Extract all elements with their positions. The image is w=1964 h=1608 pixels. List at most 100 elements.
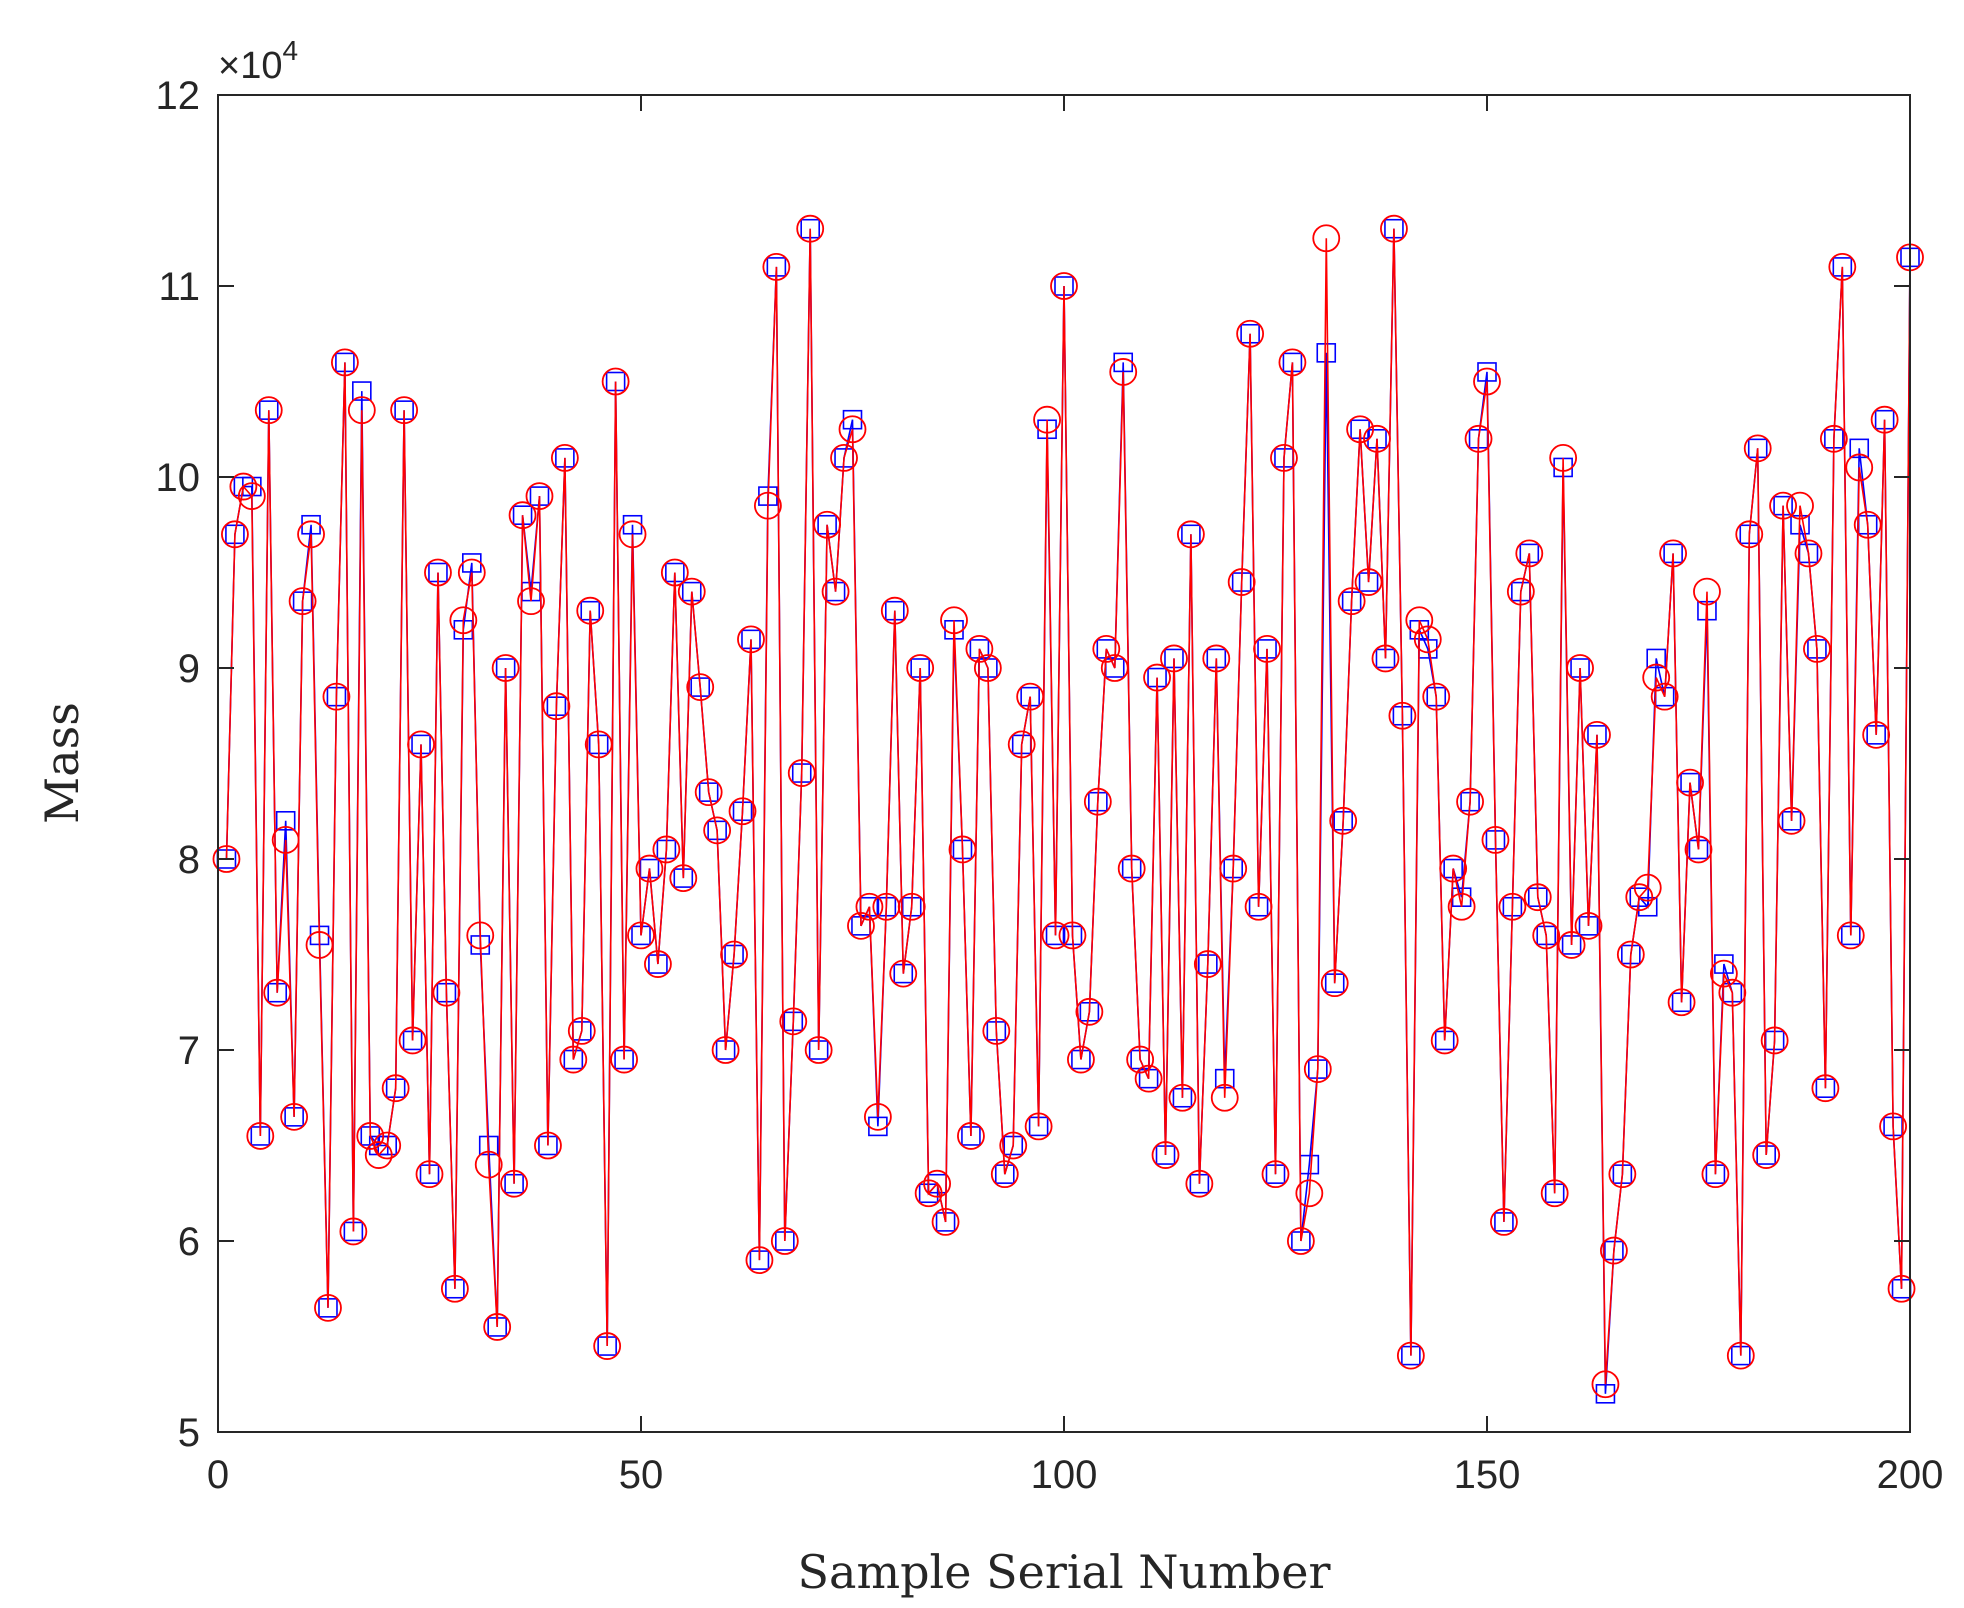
data-point-circle: [1405, 606, 1434, 635]
data-point-circle: [838, 415, 867, 444]
data-point-circle: [1388, 701, 1417, 730]
data-point-circle: [1092, 635, 1121, 663]
data-point-circle: [1718, 978, 1747, 1007]
data-point-circle: [1168, 1083, 1197, 1112]
data-point-circle: [957, 1122, 985, 1150]
data-point-circle: [1227, 568, 1256, 596]
x-tick-label: 50: [619, 1453, 664, 1497]
data-point-circle: [804, 1036, 833, 1064]
data-point-circle: [1337, 587, 1366, 616]
data-point-circle: [1879, 1112, 1907, 1141]
data-point-circle: [1160, 644, 1188, 673]
x-tick-label: 100: [1031, 1453, 1098, 1497]
data-point-circle: [525, 482, 554, 511]
y-tick-label: 10: [156, 456, 201, 500]
data-point-circle: [1608, 1160, 1637, 1189]
data-point-circle: [1456, 787, 1484, 816]
data-point-circle: [1777, 806, 1806, 835]
data-point-circle: [889, 959, 918, 988]
data-point-circle: [1244, 892, 1273, 921]
data-point-circle: [339, 1217, 368, 1246]
tick-layer: 0 50 100 150 200 5 6 7 8 9 10 11 12: [156, 74, 1944, 1497]
data-point-circle: [847, 911, 875, 940]
data-point-circle: [280, 1102, 309, 1131]
data-point-circle: [534, 1131, 562, 1160]
data-point-circle: [644, 950, 672, 978]
data-point-circle: [271, 826, 300, 854]
data-point-circle: [1447, 892, 1476, 921]
data-point-circle: [990, 1160, 1019, 1189]
data-point-circle: [1481, 826, 1510, 854]
data-point-circle: [711, 1036, 740, 1064]
data-point-circle: [1515, 539, 1544, 568]
data-point-circle: [424, 558, 452, 587]
data-point-circle: [415, 1160, 444, 1189]
data-point-circle: [1769, 491, 1797, 520]
data-point-circle: [914, 1179, 943, 1208]
data-point-circle: [1760, 1026, 1789, 1055]
data-point-circle: [1600, 1236, 1628, 1265]
data-point-circle: [745, 1246, 774, 1274]
series-line-predicted: [225, 228, 1911, 1385]
data-point-circle: [1363, 424, 1391, 453]
data-point-circle: [390, 396, 419, 425]
data-point-circle: [1650, 682, 1679, 711]
y-tick-label: 11: [158, 265, 200, 309]
data-point-circle: [254, 396, 283, 425]
data-point-circle: [1811, 1074, 1840, 1103]
y-multiplier-exponent: 4: [282, 35, 298, 66]
data-point-circle: [407, 730, 435, 759]
data-point-circle: [1557, 931, 1586, 959]
data-point-circle: [1134, 1064, 1163, 1093]
data-point-circle: [440, 1274, 469, 1303]
data-point-circle: [1286, 1227, 1315, 1255]
data-point-circle: [1354, 568, 1383, 596]
y-tick-label: 5: [178, 1411, 200, 1455]
data-point-circle: [1709, 959, 1738, 988]
y-multiplier-label: ×104: [218, 35, 298, 87]
data-point-circle: [330, 348, 359, 377]
data-point-circle: [686, 673, 715, 701]
data-point-circle: [660, 558, 689, 587]
series-predicted: [212, 214, 1924, 1399]
data-point-circle: [1143, 663, 1171, 692]
data-point-circle: [880, 596, 909, 625]
data-point-circle: [483, 1313, 512, 1341]
data-point-circle: [1862, 720, 1891, 749]
data-point-circle: [457, 558, 486, 587]
data-point-circle: [737, 625, 765, 654]
data-point-circle: [263, 978, 292, 1007]
data-point-circle: [677, 577, 706, 606]
data-point-square: [1637, 896, 1658, 917]
y-tick-label: 12: [156, 74, 201, 118]
data-point-circle: [1625, 883, 1654, 912]
y-axis-title: Mass: [35, 702, 89, 824]
data-point-circle: [973, 654, 1002, 682]
data-point-circle: [1007, 730, 1036, 759]
data-point-circle: [1684, 835, 1713, 864]
data-point-circle: [1752, 1141, 1781, 1169]
data-point-circle: [1024, 1112, 1053, 1141]
data-point-circle: [322, 682, 351, 711]
data-point-circle: [1845, 453, 1874, 482]
data-point-circle: [728, 797, 757, 826]
data-point-circle: [948, 835, 977, 864]
data-point-circle: [1591, 1370, 1620, 1399]
data-point-circle: [1523, 883, 1552, 912]
data-point-circle: [762, 252, 791, 281]
series-layer: [212, 214, 1924, 1404]
data-point-circle: [466, 921, 495, 950]
y-tick-label: 7: [178, 1029, 200, 1073]
data-point-circle: [1642, 663, 1671, 692]
data-point-circle: [432, 978, 461, 1007]
data-point-circle: [830, 443, 858, 472]
data-point-circle: [1422, 682, 1451, 711]
data-point-circle: [584, 730, 613, 759]
data-point-circle: [1067, 1045, 1095, 1074]
data-point-circle: [627, 921, 655, 950]
data-point-square: [275, 810, 296, 831]
data-point-circle: [576, 596, 605, 625]
data-point-circle: [500, 1169, 528, 1198]
data-point-circle: [1676, 768, 1704, 797]
x-tick-label: 150: [1454, 1453, 1521, 1497]
